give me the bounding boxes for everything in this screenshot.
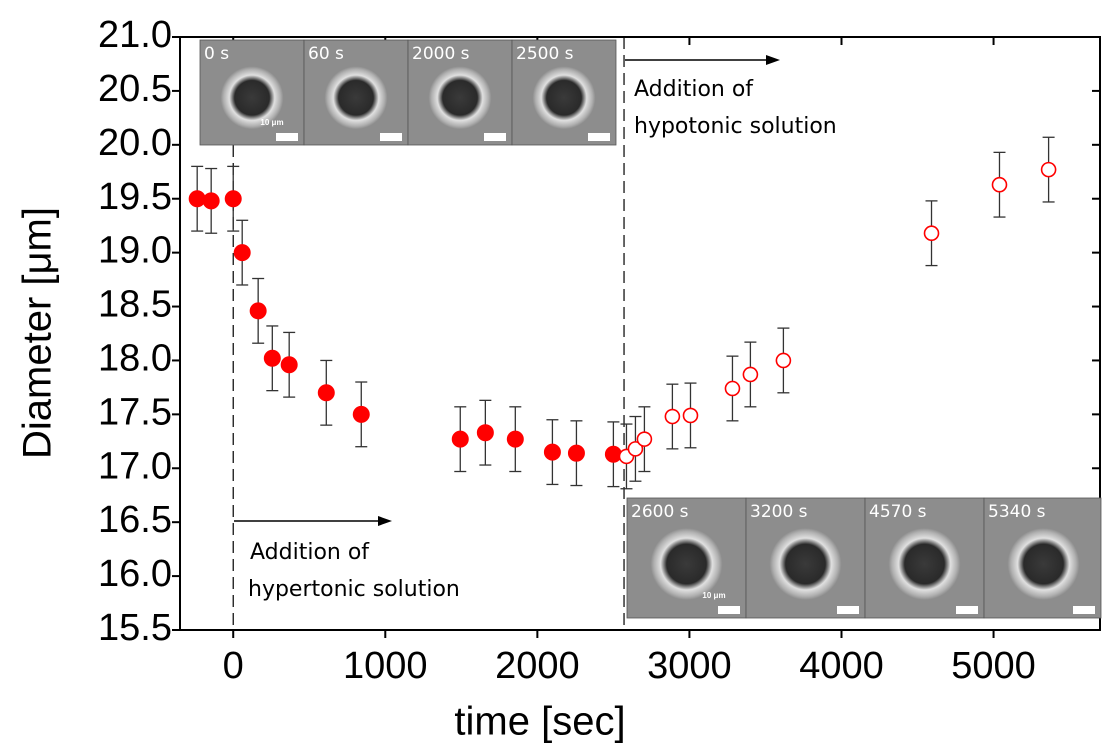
y-tick-label: 20.0 (98, 122, 172, 164)
x-tick-label: 2000 (495, 645, 580, 687)
x-tick-label: 4000 (799, 645, 884, 687)
point (352, 405, 370, 423)
inset-label: 2500 s (516, 44, 574, 64)
scale-label: 10 μm (260, 118, 283, 127)
point (224, 190, 242, 208)
x-tick-label: 0 (223, 645, 244, 687)
point (923, 225, 940, 242)
inset-label: 4570 s (869, 502, 927, 522)
cell (888, 528, 961, 600)
y-tick-label: 17.5 (98, 391, 172, 433)
y-axis-title: Diameter [μm] (16, 207, 60, 459)
cell (1007, 528, 1080, 600)
point (188, 190, 206, 208)
point (567, 444, 585, 462)
point (775, 352, 792, 369)
plot-frame (179, 36, 1101, 631)
point (506, 430, 524, 448)
inset-label: 0 s (204, 44, 229, 64)
inset-label: 2000 s (412, 44, 470, 64)
inset-label: 60 s (308, 44, 344, 64)
y-tick-label: 19.0 (98, 230, 172, 272)
point (451, 430, 469, 448)
cell (324, 66, 388, 130)
point (682, 407, 699, 424)
annotation: hypotonic solution (634, 114, 837, 139)
point (476, 424, 494, 442)
scale-bar (484, 133, 506, 141)
inset-label: 5340 s (988, 502, 1046, 522)
point (742, 366, 759, 383)
point (664, 408, 681, 425)
inset-label: 3200 s (750, 502, 808, 522)
point (627, 441, 644, 457)
annotations: Addition of hypertonic solution Addition… (234, 55, 837, 602)
scale-label: 10 μm (702, 591, 725, 600)
point (636, 431, 653, 447)
point (317, 384, 335, 402)
annotation: Addition of (250, 540, 370, 565)
scale-bar (1073, 606, 1095, 614)
y-tick-label: 17.0 (98, 445, 172, 487)
point (280, 356, 298, 374)
scale-bar (276, 133, 298, 141)
y-tick-label: 16.5 (98, 499, 172, 541)
point (202, 192, 220, 210)
cell (428, 66, 492, 130)
scale-bar (837, 606, 859, 614)
cell (769, 528, 842, 600)
arrow-head (378, 516, 392, 526)
point (1040, 161, 1057, 178)
y-tick-label: 21.0 (98, 14, 172, 56)
y-tick-label: 15.5 (98, 607, 172, 649)
y-tick-label: 19.5 (98, 176, 172, 218)
scale-bar (718, 606, 740, 614)
cell (532, 66, 596, 130)
point (263, 349, 281, 367)
x-tick-label: 1000 (343, 645, 428, 687)
inset-label: 2600 s (631, 502, 689, 522)
annotation: Addition of (634, 77, 754, 102)
scale-bar (956, 606, 978, 614)
annotation: hypertonic solution (248, 577, 460, 602)
y-tick-label: 18.5 (98, 284, 172, 326)
y-tick-label: 20.5 (98, 68, 172, 110)
point (249, 302, 267, 320)
cell (650, 528, 723, 600)
scale-bar (588, 133, 610, 141)
point (991, 176, 1008, 193)
insets: 0 s 10 μm 60 s 2000 s 2500 s 2600 s 10 μm 3200 … (199, 39, 1102, 619)
y-tick-label: 18.0 (98, 337, 172, 379)
arrow-head (766, 55, 780, 65)
x-axis-title: time [sec] (454, 700, 625, 744)
y-tick-label: 16.0 (98, 553, 172, 595)
cell (220, 66, 284, 130)
scale-bar (380, 133, 402, 141)
x-tick-label: 5000 (951, 645, 1036, 687)
point (233, 244, 251, 262)
x-tick-label: 3000 (647, 645, 732, 687)
point (724, 380, 741, 397)
point (543, 443, 561, 461)
